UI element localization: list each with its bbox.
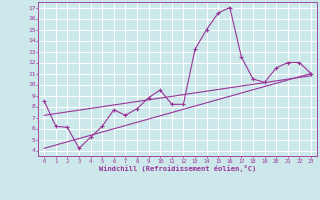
X-axis label: Windchill (Refroidissement éolien,°C): Windchill (Refroidissement éolien,°C): [99, 165, 256, 172]
